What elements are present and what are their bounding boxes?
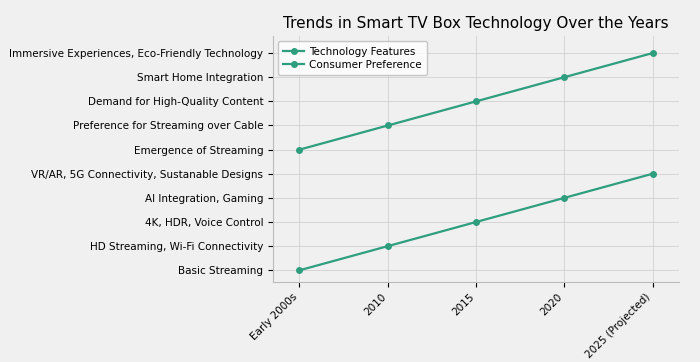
Consumer Preference <box>295 147 304 152</box>
Technology Features <box>472 220 480 224</box>
Technology Features <box>295 268 304 273</box>
Y-axis label: Trends and Features: Trends and Features <box>0 96 4 223</box>
Technology Features <box>384 244 392 248</box>
Title: Trends in Smart TV Box Technology Over the Years: Trends in Smart TV Box Technology Over t… <box>284 16 668 31</box>
Line: Consumer Preference: Consumer Preference <box>297 50 655 152</box>
Technology Features <box>648 172 657 176</box>
Consumer Preference <box>472 99 480 104</box>
Line: Technology Features: Technology Features <box>297 171 655 273</box>
Legend: Technology Features, Consumer Preference: Technology Features, Consumer Preference <box>278 41 427 75</box>
Consumer Preference <box>560 75 568 79</box>
Consumer Preference <box>384 123 392 128</box>
Consumer Preference <box>648 51 657 55</box>
Technology Features <box>560 196 568 200</box>
